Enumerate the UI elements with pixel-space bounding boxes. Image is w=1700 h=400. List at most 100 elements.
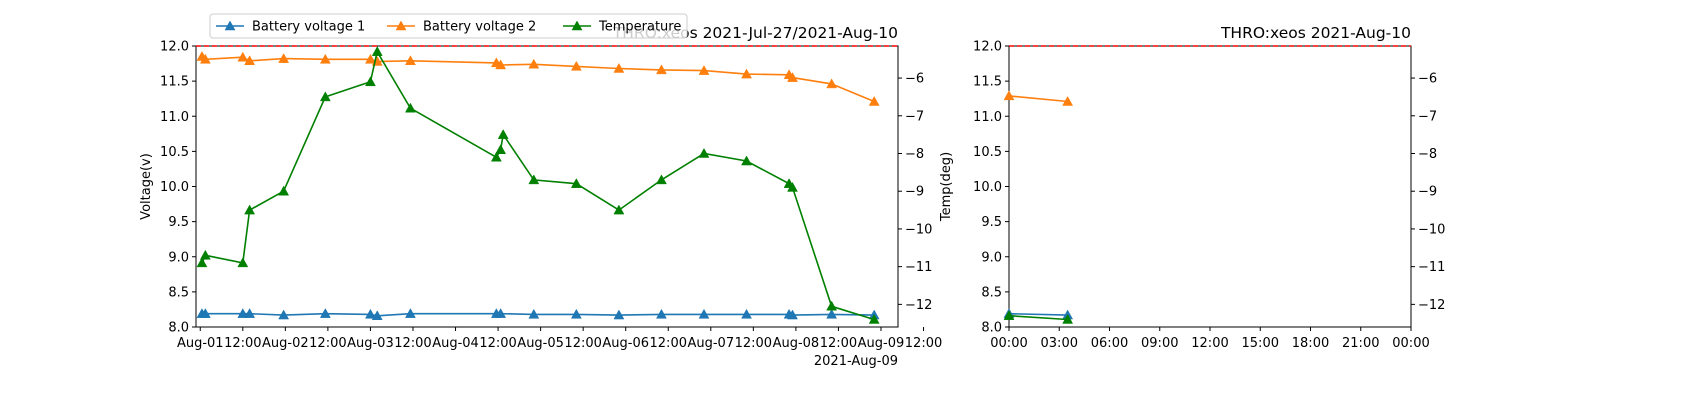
y2-tick-label: −9 <box>905 185 924 200</box>
data-point <box>237 51 249 62</box>
data-point <box>613 62 625 73</box>
legend-marker <box>395 20 407 31</box>
data-point <box>787 181 798 192</box>
y2-tick-label: −12 <box>905 298 932 313</box>
y-tick-label: 10.0 <box>973 180 1002 195</box>
x-tick-label: 12:00 <box>479 336 516 351</box>
legend-label: Battery voltage 1 <box>252 20 365 35</box>
series-line <box>202 312 875 317</box>
data-point <box>237 257 249 268</box>
y-tick-label: 9.0 <box>981 250 1002 265</box>
x-tick-label: 00:00 <box>1392 336 1429 351</box>
data-point <box>528 58 540 69</box>
x-tick-label: 12:00 <box>820 336 857 351</box>
y2-tick-label: −12 <box>1418 298 1445 313</box>
data-point <box>405 102 416 113</box>
y-axis-label: Voltage(v) <box>139 153 154 220</box>
data-point <box>698 65 710 75</box>
y2-tick-label: −7 <box>1418 109 1437 124</box>
data-point <box>244 308 256 318</box>
legend: Battery voltage 1 Battery voltage 2 Temper… <box>209 13 688 39</box>
y2-tick-label: −10 <box>1418 222 1445 237</box>
data-point <box>490 151 502 162</box>
data-point <box>244 55 256 66</box>
y-tick-label: 11.5 <box>973 75 1002 90</box>
y-tick-label: 8.5 <box>168 285 189 300</box>
y-tick-label: 12.0 <box>973 40 1002 55</box>
data-point <box>528 308 540 319</box>
y2-tick-label: −6 <box>1418 72 1437 87</box>
data-point <box>196 257 208 268</box>
data-point <box>826 78 838 89</box>
x-tick-label: 06:00 <box>1091 336 1128 351</box>
y-tick-label: 11.5 <box>160 75 189 90</box>
series-line <box>1008 314 1068 321</box>
x-tick-label: Aug-03 <box>347 336 394 351</box>
data-point <box>698 147 710 158</box>
y2-tick-label: −9 <box>1418 185 1437 200</box>
data-point <box>237 308 249 318</box>
x-tick-label: Aug-08 <box>773 336 820 351</box>
y2-tick-label: −11 <box>905 260 932 275</box>
data-point <box>1003 90 1015 101</box>
data-point <box>405 55 416 66</box>
x-tick-label: Aug-02 <box>262 336 309 351</box>
data-point <box>613 204 625 215</box>
data-point <box>787 72 798 82</box>
x-offset-label: 2021-Aug-09 <box>814 354 898 369</box>
x-tick-label: Aug-05 <box>517 336 564 351</box>
data-point <box>278 53 290 63</box>
x-tick-label: 12:00 <box>735 336 772 351</box>
data-point <box>570 178 582 188</box>
legend-marker <box>571 20 583 31</box>
chart-2: 8.0 8.5 9.0 9.5 10.0 10.5 11.0 11.5 12.0 −6 −7 −8 −9… <box>973 24 1445 351</box>
y-tick-label: 12.0 <box>160 40 189 55</box>
x-tick-label: 12:00 <box>650 336 687 351</box>
data-point <box>741 308 752 319</box>
data-point <box>570 60 582 71</box>
y-tick-label: 11.0 <box>160 110 189 125</box>
series-temperature <box>196 46 880 324</box>
data-point <box>319 53 331 64</box>
data-point <box>497 129 509 139</box>
data-point <box>698 308 710 319</box>
x-tick-label: 12:00 <box>224 336 261 351</box>
data-point <box>741 68 752 79</box>
x-tick-label: 12:00 <box>564 336 601 351</box>
x-tick-label: 09:00 <box>1141 336 1178 351</box>
data-point <box>319 91 331 102</box>
y2-tick-label: −10 <box>905 222 932 237</box>
y2-tick-label: −11 <box>1418 260 1445 275</box>
x-tick-label: Aug-01 <box>177 336 224 351</box>
data-point <box>405 308 416 318</box>
y-tick-label: 10.0 <box>160 180 189 195</box>
data-point <box>278 309 290 320</box>
y2-tick-label: −6 <box>905 72 924 87</box>
x-tick-label: Aug-04 <box>432 336 479 351</box>
data-point <box>868 313 880 324</box>
series-line <box>1008 312 1068 316</box>
series-battery-voltage-1 <box>196 308 880 321</box>
data-point <box>868 95 880 106</box>
legend-label: Battery voltage 2 <box>423 20 536 35</box>
data-point <box>495 308 507 318</box>
chart-1: 8.0 8.5 9.0 9.5 10.0 10.5 11.0 11.5 12.0 −6 −7 −8 −9… <box>139 24 954 369</box>
data-point <box>528 174 540 185</box>
data-point <box>365 308 376 319</box>
data-point <box>1003 310 1015 320</box>
y-tick-label: 9.5 <box>981 215 1002 230</box>
data-point <box>371 310 383 321</box>
legend-marker <box>224 20 236 31</box>
data-point <box>495 144 507 154</box>
data-point <box>199 249 211 260</box>
data-point <box>656 308 667 319</box>
series-line <box>201 55 875 103</box>
series-temperature <box>1003 310 1074 324</box>
data-point <box>570 308 582 319</box>
data-point <box>365 76 376 87</box>
x-tick-label: 12:00 <box>309 336 346 351</box>
plot-frame <box>1008 45 1412 328</box>
data-point <box>319 308 331 318</box>
data-point <box>826 300 838 311</box>
x-tick-label: 00:00 <box>990 336 1027 351</box>
